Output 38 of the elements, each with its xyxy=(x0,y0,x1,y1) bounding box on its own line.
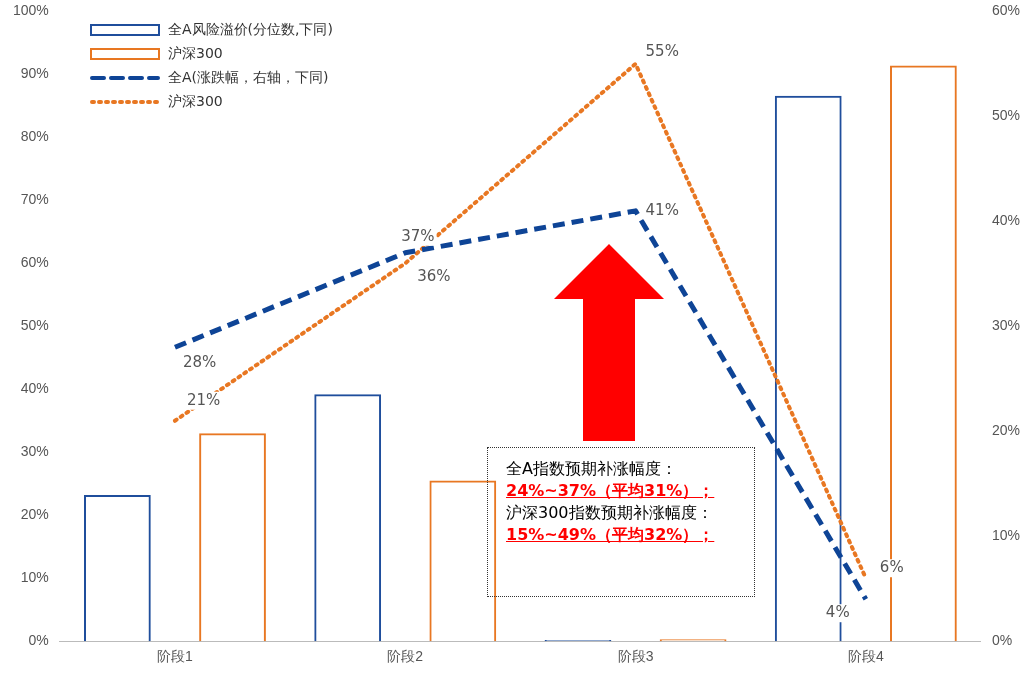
data-label: 55% xyxy=(645,41,679,60)
legend-label: 全A(涨跌幅，右轴，下同) xyxy=(168,69,329,87)
data-label: 36% xyxy=(417,267,451,286)
y2-tick-label: 20% xyxy=(991,422,1021,439)
x-tick-label: 阶段2 xyxy=(387,648,424,665)
y2-tick-label: 50% xyxy=(991,107,1021,124)
y-tick-label: 30% xyxy=(20,443,49,460)
legend-label: 沪深300 xyxy=(168,45,223,63)
y-tick-label: 0% xyxy=(28,632,49,649)
legend-label: 沪深300 xyxy=(168,93,223,111)
y2-tick-label: 0% xyxy=(991,632,1013,649)
annotation: 全A指数预期补涨幅度： xyxy=(506,458,678,480)
x-tick-label: 阶段4 xyxy=(847,648,884,665)
y-tick-label: 40% xyxy=(20,380,49,397)
y-tick-label: 80% xyxy=(20,128,49,145)
annotation: 15%~49%（平均32%）； xyxy=(506,524,716,546)
y-tick-label: 90% xyxy=(20,65,49,82)
y-tick-label: 100% xyxy=(12,2,49,19)
y-tick-label: 10% xyxy=(20,569,49,586)
x-tick-label: 阶段1 xyxy=(157,648,194,665)
data-label: 21% xyxy=(186,390,221,409)
y-tick-label: 20% xyxy=(20,506,49,523)
legend-label: 全A风险溢价(分位数,下同) xyxy=(168,21,333,39)
data-label: 41% xyxy=(645,200,679,219)
data-label: 28% xyxy=(182,353,217,372)
y2-tick-label: 30% xyxy=(991,317,1021,334)
x-tick-label: 阶段3 xyxy=(617,648,654,665)
y2-tick-label: 40% xyxy=(991,212,1021,229)
y2-tick-label: 10% xyxy=(991,527,1021,544)
data-label: 6% xyxy=(879,558,904,577)
y2-tick-label: 60% xyxy=(991,2,1021,19)
y-tick-label: 70% xyxy=(20,191,49,208)
y-tick-label: 60% xyxy=(20,254,49,271)
data-label: 4% xyxy=(825,603,850,622)
annotation: 沪深300指数预期补涨幅度： xyxy=(506,502,714,524)
data-label: 37% xyxy=(401,226,435,245)
annotation: 24%~37%（平均31%）； xyxy=(506,480,716,502)
y-tick-label: 50% xyxy=(20,317,49,334)
